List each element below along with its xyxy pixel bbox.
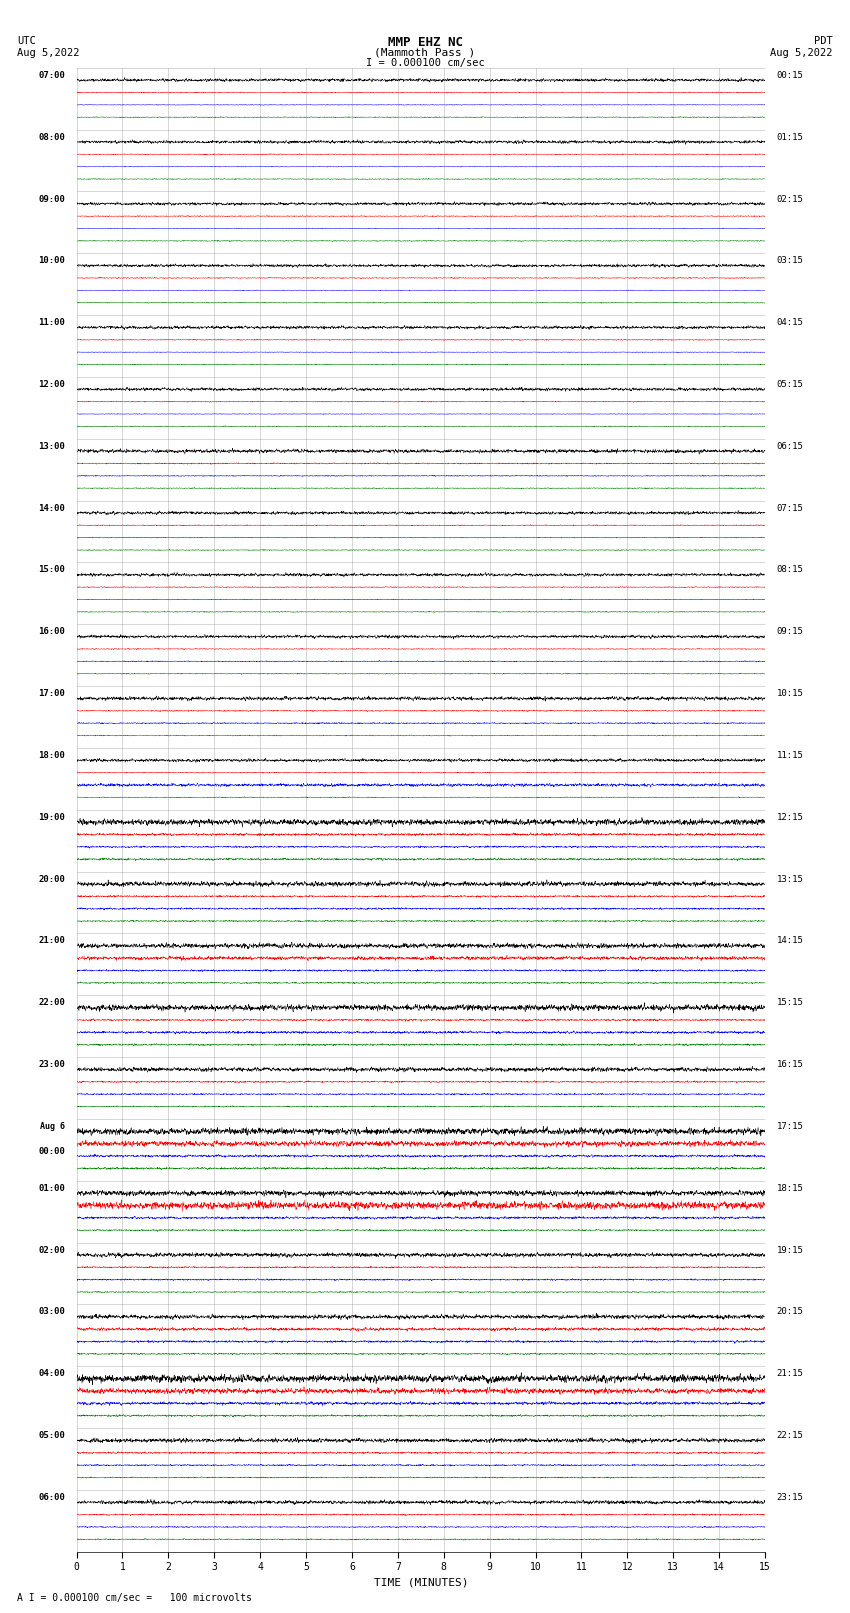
Text: 10:00: 10:00: [38, 256, 65, 265]
Text: 00:00: 00:00: [38, 1147, 65, 1155]
Text: A I = 0.000100 cm/sec =   100 microvolts: A I = 0.000100 cm/sec = 100 microvolts: [17, 1594, 252, 1603]
Text: 16:00: 16:00: [38, 627, 65, 636]
Text: 17:00: 17:00: [38, 689, 65, 698]
Text: 14:00: 14:00: [38, 503, 65, 513]
Text: 03:15: 03:15: [777, 256, 803, 265]
Text: 15:15: 15:15: [777, 998, 803, 1007]
Text: Aug 5,2022: Aug 5,2022: [770, 47, 833, 58]
Text: PDT: PDT: [814, 37, 833, 47]
Text: 12:15: 12:15: [777, 813, 803, 821]
Text: 05:00: 05:00: [38, 1431, 65, 1440]
Text: 22:00: 22:00: [38, 998, 65, 1007]
Text: 20:15: 20:15: [777, 1308, 803, 1316]
Text: 20:00: 20:00: [38, 874, 65, 884]
Text: 07:15: 07:15: [777, 503, 803, 513]
Text: 17:15: 17:15: [777, 1123, 803, 1131]
Text: Aug 6: Aug 6: [40, 1123, 65, 1131]
Text: 23:00: 23:00: [38, 1060, 65, 1069]
Text: Aug 5,2022: Aug 5,2022: [17, 47, 80, 58]
Text: 12:00: 12:00: [38, 381, 65, 389]
Text: 10:15: 10:15: [777, 689, 803, 698]
Text: 04:00: 04:00: [38, 1369, 65, 1378]
Text: 13:00: 13:00: [38, 442, 65, 450]
Text: 18:15: 18:15: [777, 1184, 803, 1192]
Text: UTC: UTC: [17, 37, 36, 47]
Text: 05:15: 05:15: [777, 381, 803, 389]
Text: 22:15: 22:15: [777, 1431, 803, 1440]
Text: 06:15: 06:15: [777, 442, 803, 450]
Text: 11:15: 11:15: [777, 752, 803, 760]
Text: 00:15: 00:15: [777, 71, 803, 79]
Text: 23:15: 23:15: [777, 1494, 803, 1502]
Text: 19:15: 19:15: [777, 1245, 803, 1255]
Text: 19:00: 19:00: [38, 813, 65, 821]
Text: 03:00: 03:00: [38, 1308, 65, 1316]
Text: 06:00: 06:00: [38, 1494, 65, 1502]
Text: 09:15: 09:15: [777, 627, 803, 636]
Text: I = 0.000100 cm/sec: I = 0.000100 cm/sec: [366, 58, 484, 68]
Text: 01:15: 01:15: [777, 132, 803, 142]
Text: 16:15: 16:15: [777, 1060, 803, 1069]
Text: 09:00: 09:00: [38, 195, 65, 203]
Text: 21:15: 21:15: [777, 1369, 803, 1378]
Text: 14:15: 14:15: [777, 937, 803, 945]
Text: 15:00: 15:00: [38, 566, 65, 574]
Text: 02:00: 02:00: [38, 1245, 65, 1255]
Text: 18:00: 18:00: [38, 752, 65, 760]
Text: 21:00: 21:00: [38, 937, 65, 945]
Text: 11:00: 11:00: [38, 318, 65, 327]
Text: 08:15: 08:15: [777, 566, 803, 574]
Text: MMP EHZ NC: MMP EHZ NC: [388, 37, 462, 50]
Text: 02:15: 02:15: [777, 195, 803, 203]
Text: 13:15: 13:15: [777, 874, 803, 884]
Text: (Mammoth Pass ): (Mammoth Pass ): [374, 47, 476, 58]
Text: 08:00: 08:00: [38, 132, 65, 142]
X-axis label: TIME (MINUTES): TIME (MINUTES): [373, 1578, 468, 1587]
Text: 07:00: 07:00: [38, 71, 65, 79]
Text: 04:15: 04:15: [777, 318, 803, 327]
Text: 01:00: 01:00: [38, 1184, 65, 1192]
